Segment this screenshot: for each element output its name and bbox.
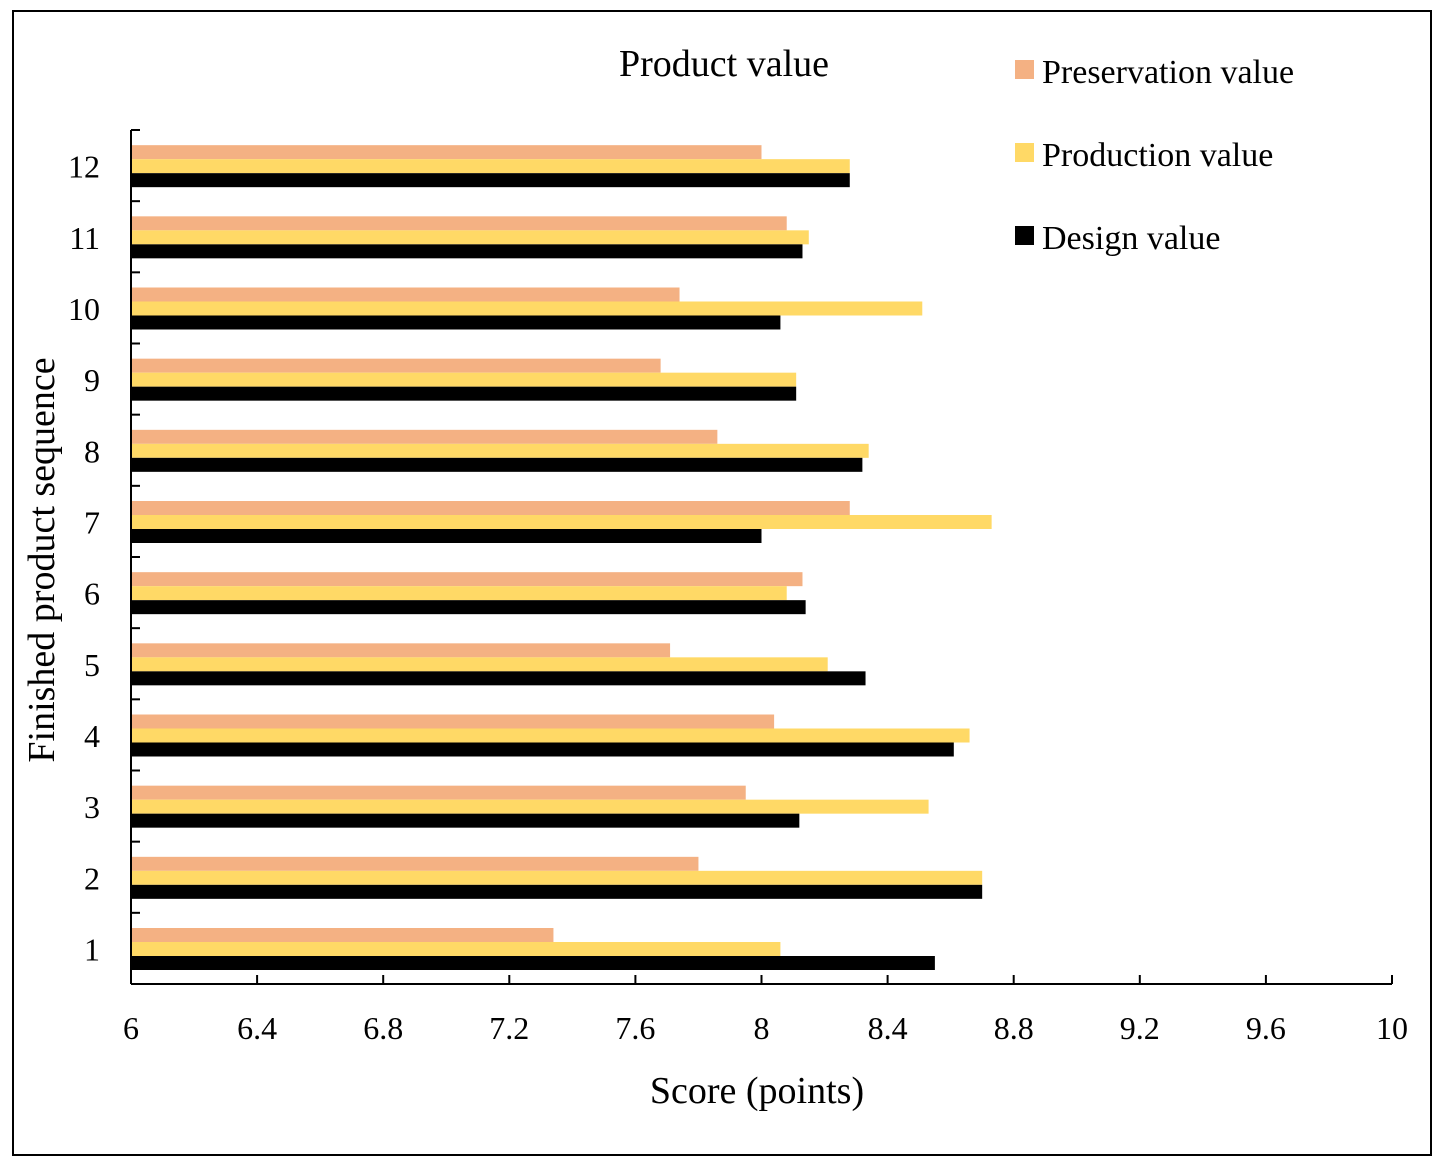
chart-title: Product value [619,43,829,85]
y-axis-label: Finished product sequence [21,357,63,762]
y-tick-label: 2 [84,860,100,896]
x-tick-label: 7.6 [615,1010,655,1046]
bar-preservation-value-1 [131,928,554,942]
bar-production-value-7 [131,515,992,529]
bar-production-value-12 [131,159,850,174]
y-tick-label: 11 [69,220,100,256]
bars-group [131,145,992,970]
bar-design-value-3 [131,813,800,828]
bar-preservation-value-6 [131,572,803,587]
y-tick-label: 4 [84,718,100,754]
bar-preservation-value-12 [131,145,762,160]
x-tick-label: 8.4 [868,1010,908,1046]
bar-design-value-6 [131,600,806,615]
bar-production-value-2 [131,870,983,885]
bar-design-value-7 [131,529,762,543]
legend-label-design-value: Design value [1042,220,1220,257]
legend-label-production-value: Production value [1042,137,1273,174]
x-tick-label: 9.6 [1246,1010,1286,1046]
bar-preservation-value-3 [131,785,746,800]
bar-production-value-6 [131,586,787,601]
legend-label-preservation-value: Preservation value [1042,54,1294,91]
x-tick-label: 6.4 [237,1010,277,1046]
y-tick-label: 6 [84,576,100,612]
x-tick-label: 8.8 [994,1010,1034,1046]
bar-production-value-5 [131,657,828,672]
bar-design-value-11 [131,244,803,259]
y-tick-label: 9 [84,362,100,398]
legend: Preservation value Production value Design… [1015,54,1294,257]
bar-design-value-9 [131,386,797,401]
bar-preservation-value-11 [131,216,787,231]
bar-production-value-9 [131,372,797,387]
x-tick-label: 9.2 [1120,1010,1160,1046]
x-tick-label: 10 [1376,1010,1408,1046]
bar-design-value-12 [131,173,850,188]
x-tick-label: 7.2 [489,1010,529,1046]
legend-swatch-production-value [1015,143,1034,162]
y-tick-label: 12 [68,149,100,185]
y-tick-label: 5 [84,647,100,683]
legend-swatch-preservation-value [1015,60,1034,79]
bar-preservation-value-5 [131,643,671,658]
y-tick-label: 7 [84,504,100,540]
y-tick-label: 1 [84,931,100,967]
bar-design-value-10 [131,315,781,330]
y-tick-label: 8 [84,433,100,469]
legend-swatch-design-value [1015,226,1034,245]
bar-design-value-8 [131,457,863,472]
bar-production-value-1 [131,942,781,956]
bar-design-value-5 [131,671,866,686]
bar-preservation-value-2 [131,856,699,871]
axes-group [130,129,1393,985]
x-axis-label: Score (points) [650,1070,864,1112]
bar-production-value-3 [131,799,929,814]
bar-preservation-value-10 [131,287,680,302]
x-tick-label: 8 [754,1010,770,1046]
y-tick-label: 10 [68,291,100,327]
bar-design-value-2 [131,884,983,899]
bar-design-value-4 [131,742,954,757]
x-tick-label: 6.8 [363,1010,403,1046]
bar-preservation-value-9 [131,358,661,373]
x-tick-labels: 6 6.4 6.8 7.2 7.6 8 8.4 8.8 9.2 9.6 10 [123,1010,1408,1046]
bar-production-value-8 [131,443,869,458]
bar-production-value-4 [131,728,970,743]
bar-preservation-value-8 [131,429,718,444]
bar-production-value-11 [131,230,809,245]
bar-preservation-value-7 [131,501,850,515]
x-tick-label: 6 [123,1010,139,1046]
bar-preservation-value-4 [131,714,775,729]
y-tick-label: 3 [84,789,100,825]
bar-design-value-1 [131,956,935,970]
bar-production-value-10 [131,301,923,316]
